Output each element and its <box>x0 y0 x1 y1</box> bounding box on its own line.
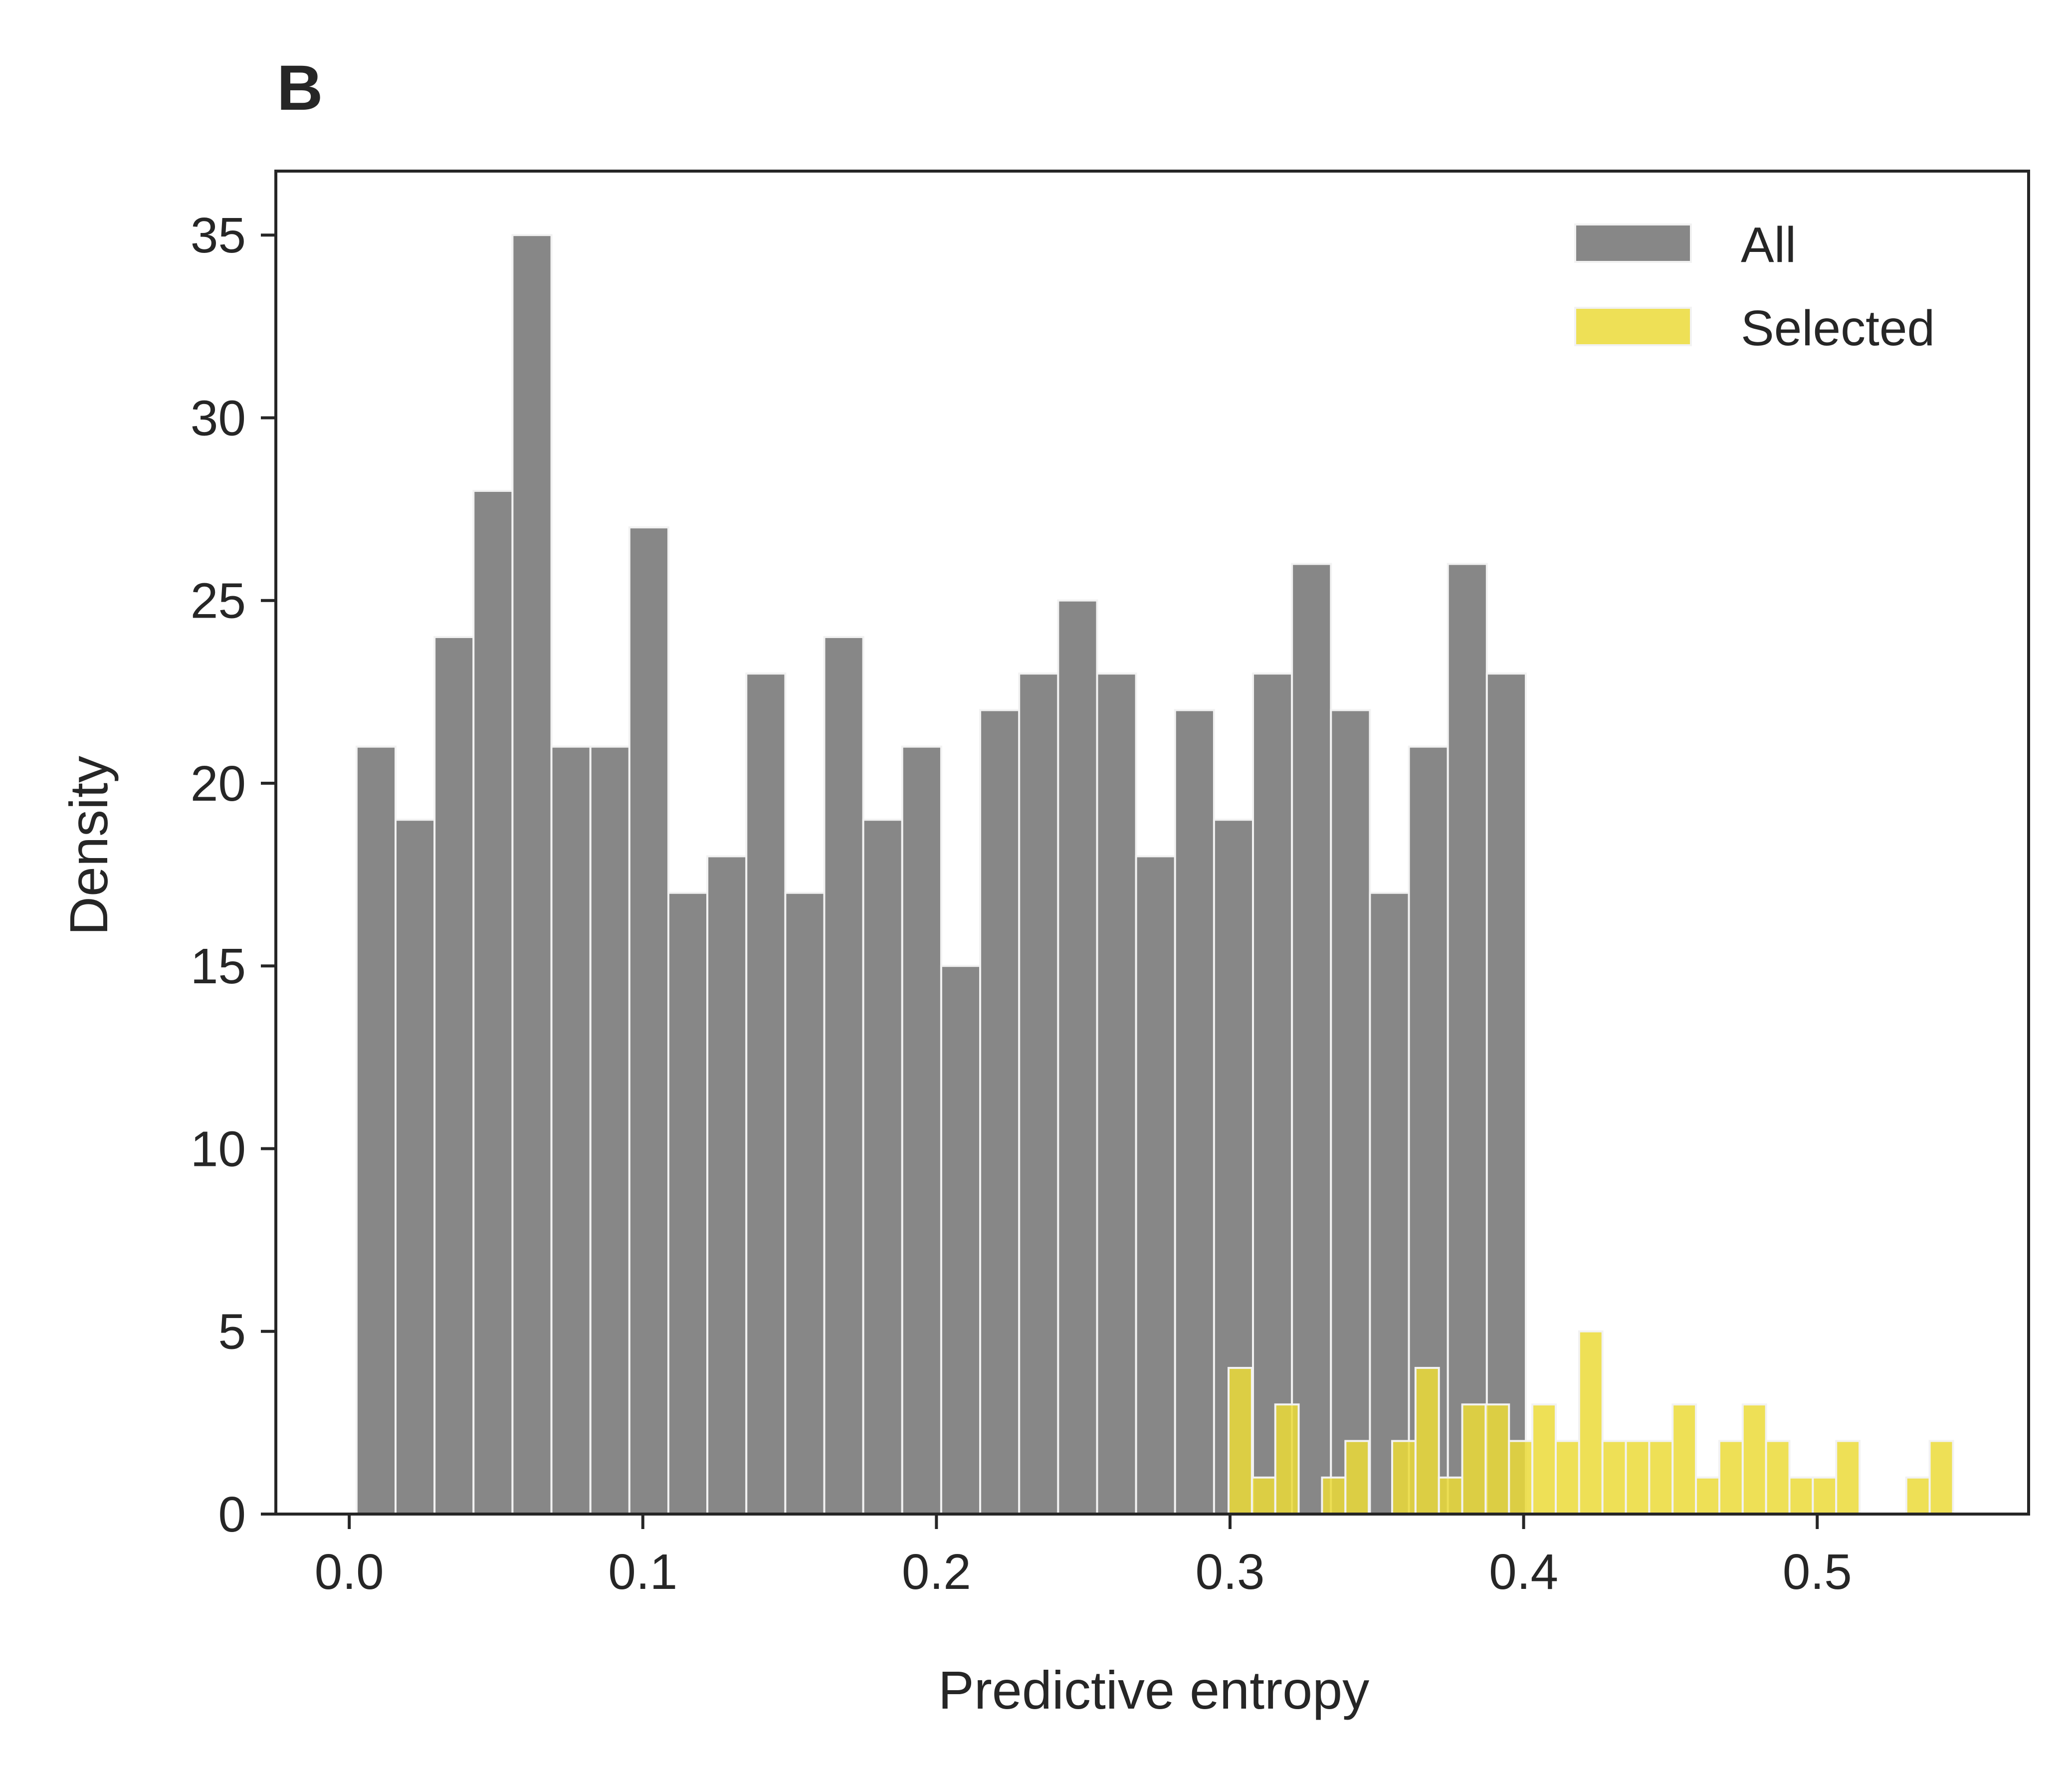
bar-all-25 <box>1330 709 1371 1515</box>
series-all-bars <box>355 234 1527 1516</box>
bar-all-17 <box>1018 672 1059 1515</box>
bar-selected-22 <box>1741 1403 1767 1515</box>
bar-all-1 <box>395 819 436 1515</box>
bar-selected-25 <box>1812 1476 1838 1515</box>
bar-all-4 <box>511 234 553 1516</box>
bar-selected-0 <box>1228 1366 1253 1515</box>
bar-all-15 <box>940 965 982 1515</box>
bar-selected-17 <box>1625 1440 1651 1515</box>
bar-selected-19 <box>1671 1403 1697 1515</box>
x-tick-label: 0.4 <box>1489 1544 1558 1600</box>
bar-selected-8 <box>1414 1366 1440 1515</box>
y-tick-label: 20 <box>191 756 246 812</box>
panel-label: B <box>277 52 323 124</box>
x-tick-label: 0.2 <box>902 1544 971 1600</box>
bar-selected-4 <box>1321 1476 1347 1515</box>
bar-selected-23 <box>1765 1440 1791 1515</box>
bar-selected-10 <box>1461 1403 1487 1515</box>
x-tick-label: 0.3 <box>1195 1544 1264 1600</box>
x-axis-ticks: 0.0 0.1 0.2 0.3 0.4 0.5 <box>315 1514 1852 1600</box>
bar-selected-12 <box>1508 1440 1534 1515</box>
bar-selected-20 <box>1695 1476 1720 1515</box>
y-tick-label: 35 <box>191 208 246 263</box>
bar-all-19 <box>1096 672 1137 1515</box>
bar-all-24 <box>1291 563 1332 1515</box>
bar-selected-26 <box>1835 1440 1861 1515</box>
bar-all-18 <box>1057 599 1098 1515</box>
bar-selected-7 <box>1391 1440 1417 1515</box>
bar-all-5 <box>550 745 592 1515</box>
bar-all-6 <box>589 745 630 1515</box>
bar-selected-29 <box>1905 1476 1931 1515</box>
x-axis-label: Predictive entropy <box>938 1660 1369 1720</box>
bar-selected-21 <box>1718 1440 1744 1515</box>
bar-all-3 <box>472 489 514 1515</box>
legend-label-all: All <box>1741 217 1796 273</box>
bar-selected-14 <box>1554 1440 1580 1515</box>
bar-all-11 <box>784 891 826 1515</box>
bar-all-26 <box>1369 891 1410 1515</box>
bar-all-28 <box>1447 563 1488 1515</box>
bar-all-14 <box>901 745 942 1515</box>
bar-all-7 <box>628 526 669 1515</box>
bar-selected-11 <box>1484 1403 1510 1515</box>
bar-all-16 <box>979 709 1021 1515</box>
bar-all-8 <box>667 891 709 1515</box>
bar-selected-30 <box>1928 1440 1954 1515</box>
bar-all-20 <box>1135 855 1176 1515</box>
bar-selected-13 <box>1531 1403 1557 1515</box>
legend: All Selected <box>1574 217 1935 356</box>
bar-all-29 <box>1485 672 1527 1515</box>
y-tick-label: 10 <box>191 1121 246 1177</box>
bar-all-10 <box>745 672 787 1515</box>
bar-all-23 <box>1252 672 1293 1515</box>
legend-label-selected: Selected <box>1741 300 1935 356</box>
bar-selected-1 <box>1250 1476 1276 1515</box>
x-tick-label: 0.0 <box>315 1544 384 1600</box>
bar-selected-9 <box>1438 1476 1463 1515</box>
bar-selected-15 <box>1578 1330 1604 1515</box>
series-selected-bars <box>1228 1330 1954 1515</box>
y-tick-label: 15 <box>191 938 246 994</box>
bar-selected-18 <box>1648 1440 1674 1515</box>
bar-all-13 <box>862 819 903 1515</box>
y-tick-label: 30 <box>191 390 246 446</box>
bar-selected-5 <box>1344 1440 1370 1515</box>
bar-selected-2 <box>1274 1403 1300 1515</box>
bar-all-0 <box>355 745 397 1515</box>
plot-frame <box>274 170 2030 1516</box>
bar-all-9 <box>706 855 748 1515</box>
y-tick-label: 25 <box>191 573 246 629</box>
bar-all-2 <box>433 636 475 1515</box>
x-tick-label: 0.1 <box>608 1544 677 1600</box>
y-tick-label: 5 <box>218 1304 246 1360</box>
x-tick-label: 0.5 <box>1783 1544 1852 1600</box>
legend-swatch-selected <box>1574 307 1692 346</box>
bar-selected-16 <box>1601 1440 1627 1515</box>
bar-all-12 <box>823 636 864 1515</box>
bar-selected-24 <box>1788 1476 1814 1515</box>
bar-all-21 <box>1174 709 1215 1515</box>
legend-swatch-all <box>1574 223 1692 263</box>
y-tick-label: 0 <box>218 1487 246 1543</box>
y-axis-ticks: 0 5 10 15 20 25 30 35 <box>191 208 276 1543</box>
y-axis-label: Density <box>58 756 119 935</box>
